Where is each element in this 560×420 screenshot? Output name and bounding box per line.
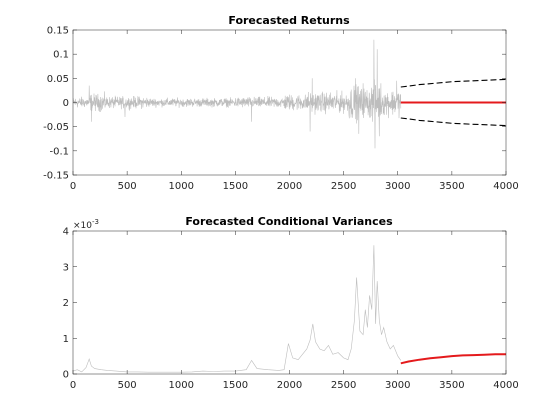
returns-y-tick-label: -0.05 [43, 122, 69, 133]
variances-y-tick-label: 0 [63, 370, 69, 381]
variances-x-tick-label: 3500 [439, 380, 464, 391]
variances-series-group [73, 245, 506, 373]
variances-x-tick-label: 1000 [169, 380, 194, 391]
returns-x-tick-label: 2000 [277, 181, 302, 192]
returns-x-tick-label: 1000 [169, 181, 194, 192]
variances-y-exponent: ×10-3 [73, 218, 99, 231]
returns-x-tick-label: 3500 [439, 181, 464, 192]
variances-x-tick-label: 1500 [223, 380, 248, 391]
returns-x-tick-label: 3000 [385, 181, 410, 192]
variances-y-tick-label: 1 [63, 334, 69, 345]
variances-observed-line [73, 245, 402, 373]
variances-axes-frame [72, 230, 507, 375]
variances-x-tick-label: 0 [70, 380, 76, 391]
returns-y-tick-label: 0.1 [53, 50, 69, 61]
returns-y-tick-label: 0.15 [47, 26, 69, 37]
variances-x-tick-label: 2000 [277, 380, 302, 391]
variances-y-exponent-base: ×10 [73, 221, 92, 231]
returns-y-tick-label: -0.1 [49, 146, 69, 157]
returns-forecast-upper-bound-line [400, 78, 506, 88]
returns-forecast-lower-bound-line [400, 117, 506, 127]
returns-axes: 0 500 1000 1500 2000 2500 3000 3500 4000 -0.15 -0.… [43, 26, 519, 193]
returns-chart-title: Forecasted Returns [228, 14, 350, 27]
returns-y-tick-label: 0 [63, 98, 69, 109]
variances-chart: Forecasted Conditional Variances ×10-3 0… [63, 215, 519, 391]
returns-x-tick-label: 0 [70, 181, 76, 192]
variances-axes: 0 500 1000 1500 2000 2500 3000 3500 4000 0 1 2 3 4 [63, 227, 519, 392]
variances-y-tick-label: 2 [63, 298, 69, 309]
variances-x-tick-label: 3000 [385, 380, 410, 391]
returns-x-tick-label: 4000 [493, 181, 518, 192]
variances-x-tick-label: 2500 [331, 380, 356, 391]
variances-x-tick-label: 500 [118, 380, 137, 391]
variances-chart-title: Forecasted Conditional Variances [185, 215, 393, 228]
returns-x-tick-label: 500 [118, 181, 137, 192]
returns-y-tick-label: 0.05 [47, 74, 69, 85]
returns-y-tick-label: -0.15 [43, 171, 69, 182]
returns-series-group [73, 39, 506, 149]
variances-y-tick-label: 3 [63, 262, 69, 273]
variances-y-tick-label: 4 [63, 227, 69, 238]
variances-x-tick-label: 4000 [493, 380, 518, 391]
variances-forecast-line [400, 353, 506, 365]
returns-x-tick-label: 1500 [223, 181, 248, 192]
variances-y-exponent-power: -3 [92, 218, 99, 226]
returns-observed-line [73, 39, 402, 149]
returns-x-tick-label: 2500 [331, 181, 356, 192]
returns-chart: Forecasted Returns 0 500 1000 1500 2000 2500 3… [43, 14, 519, 192]
